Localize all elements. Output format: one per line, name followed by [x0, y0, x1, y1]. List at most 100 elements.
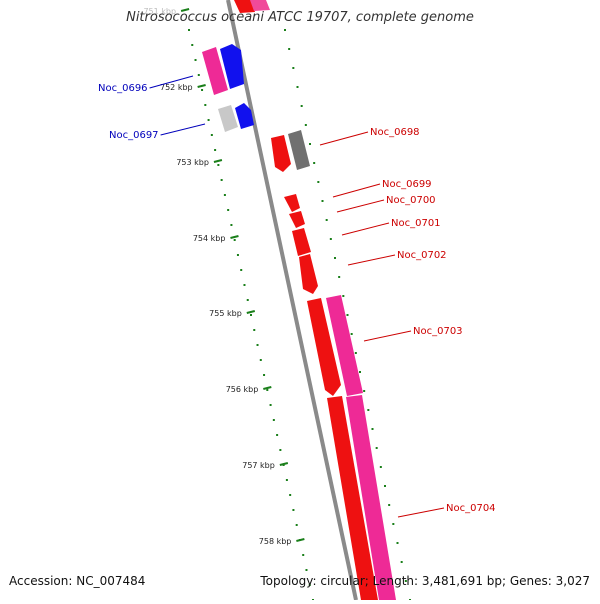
feature-noc-0702	[299, 254, 318, 294]
ruler-dot	[304, 124, 307, 126]
gene-label[interactable]: Noc_0704	[446, 503, 496, 514]
ruler-dot	[223, 194, 226, 196]
feature-noc-0704-red	[327, 396, 378, 600]
gene-label[interactable]: Noc_0698	[370, 127, 420, 138]
ruler-dot	[217, 164, 220, 166]
feature-noc-0703-pink	[326, 295, 363, 396]
ruler-tick	[213, 159, 223, 163]
ruler-dot	[292, 509, 295, 511]
ruler-dot	[317, 181, 320, 183]
ruler-dot	[308, 584, 311, 586]
feature-noc-0698-grey	[288, 130, 310, 170]
ruler-dot	[309, 143, 311, 145]
ruler-dot	[204, 104, 207, 106]
gene-leader-line	[347, 254, 396, 266]
gene-label[interactable]: Noc_0702	[397, 250, 447, 261]
gene-leader-line	[341, 222, 390, 236]
feature-top-red	[234, 0, 255, 13]
gene-label[interactable]: Noc_0700	[386, 195, 436, 206]
ruler-dot	[313, 162, 316, 164]
ruler-dot	[388, 504, 391, 506]
ruler-dot	[263, 374, 266, 376]
ruler-dot	[236, 254, 239, 256]
gene-leader-line	[332, 183, 381, 198]
ruler-dot	[400, 561, 403, 563]
ruler-dot	[384, 485, 386, 487]
ruler-dot	[404, 580, 407, 582]
ruler-dot	[295, 524, 298, 526]
label-layer: Noc_0696 Noc_0697 Noc_0698 Noc_0699 Noc_0700…	[98, 75, 496, 518]
gene-leader-line	[160, 123, 206, 136]
ruler-dot	[233, 239, 236, 241]
ruler-dot	[276, 434, 279, 436]
genome-backbone	[226, 0, 358, 601]
ruler-tick-label: 751 kbp	[143, 7, 176, 16]
ruler-dot	[321, 200, 324, 202]
ruler-dot	[272, 419, 275, 421]
ruler-dot	[266, 389, 269, 391]
ruler-dot	[375, 447, 378, 449]
ruler-dot	[201, 89, 204, 91]
ruler-dot	[230, 224, 233, 226]
ruler-dot	[220, 179, 223, 181]
feature-noc-0703-red	[307, 298, 341, 396]
ruler-dot	[284, 29, 286, 31]
accession-text: Accession: NC_007484	[9, 574, 146, 588]
ruler-tick	[296, 538, 305, 542]
ruler-tick-label: 753 kbp	[176, 158, 209, 167]
ruler-tick-label: 758 kbp	[259, 537, 292, 546]
feature-noc-0701	[292, 228, 311, 256]
ruler-dot	[256, 344, 259, 346]
ruler-dot	[342, 295, 345, 297]
gene-label[interactable]: Noc_0703	[413, 326, 463, 337]
ruler-dot	[194, 59, 197, 61]
gene-leader-line	[319, 131, 369, 146]
ruler-dot	[350, 333, 353, 335]
right-ruler	[284, 29, 411, 601]
gene-label[interactable]: Noc_0696	[98, 83, 148, 94]
ruler-dot	[338, 276, 341, 278]
ruler-dot	[292, 67, 295, 69]
feature-noc-0700	[289, 211, 305, 228]
ruler-tick	[180, 8, 190, 12]
ruler-dot	[367, 409, 370, 411]
ruler-dot	[250, 314, 252, 316]
ruler-dot	[240, 269, 243, 271]
ruler-tick-label: 756 kbp	[226, 385, 259, 394]
chart-title: Nitrosococcus oceani ATCC 19707, complet…	[126, 10, 474, 25]
feature-noc-0704-pink	[346, 395, 396, 600]
ruler-dot	[392, 523, 395, 525]
ruler-tick-label: 757 kbp	[242, 461, 275, 470]
feature-noc-0697-blue	[235, 103, 254, 129]
gene-label[interactable]: Noc_0699	[382, 179, 432, 190]
ruler-dot	[210, 134, 213, 136]
ruler-dot	[334, 257, 336, 259]
ruler-dot	[285, 479, 288, 481]
ruler-dot	[346, 314, 349, 316]
ruler-dot	[302, 554, 305, 556]
ruler-dot	[329, 238, 332, 240]
ruler-tick	[263, 386, 272, 390]
feature-noc-0697-grey	[218, 105, 238, 132]
ruler-tick	[246, 310, 256, 314]
ruler-tick	[279, 462, 289, 466]
gene-leader-line	[336, 199, 385, 213]
ruler-dot	[253, 329, 256, 331]
gene-label[interactable]: Noc_0697	[109, 130, 159, 141]
gene-leader-line	[397, 507, 445, 518]
ruler-dot	[305, 569, 308, 571]
ruler-dot	[359, 371, 361, 373]
ruler-tick-label: 752 kbp	[160, 83, 193, 92]
ruler-dot	[259, 359, 262, 361]
ruler-dot	[363, 390, 366, 392]
gene-leader-line	[363, 330, 412, 342]
ruler-tick-label: 754 kbp	[193, 234, 226, 243]
feature-noc-0696-pink	[202, 47, 228, 95]
gene-label[interactable]: Noc_0701	[391, 218, 441, 229]
ruler-dot	[197, 74, 200, 76]
ruler-dot	[296, 86, 299, 88]
ruler-dot	[379, 466, 382, 468]
ruler-dot	[288, 48, 291, 50]
ruler-dot	[371, 428, 374, 430]
